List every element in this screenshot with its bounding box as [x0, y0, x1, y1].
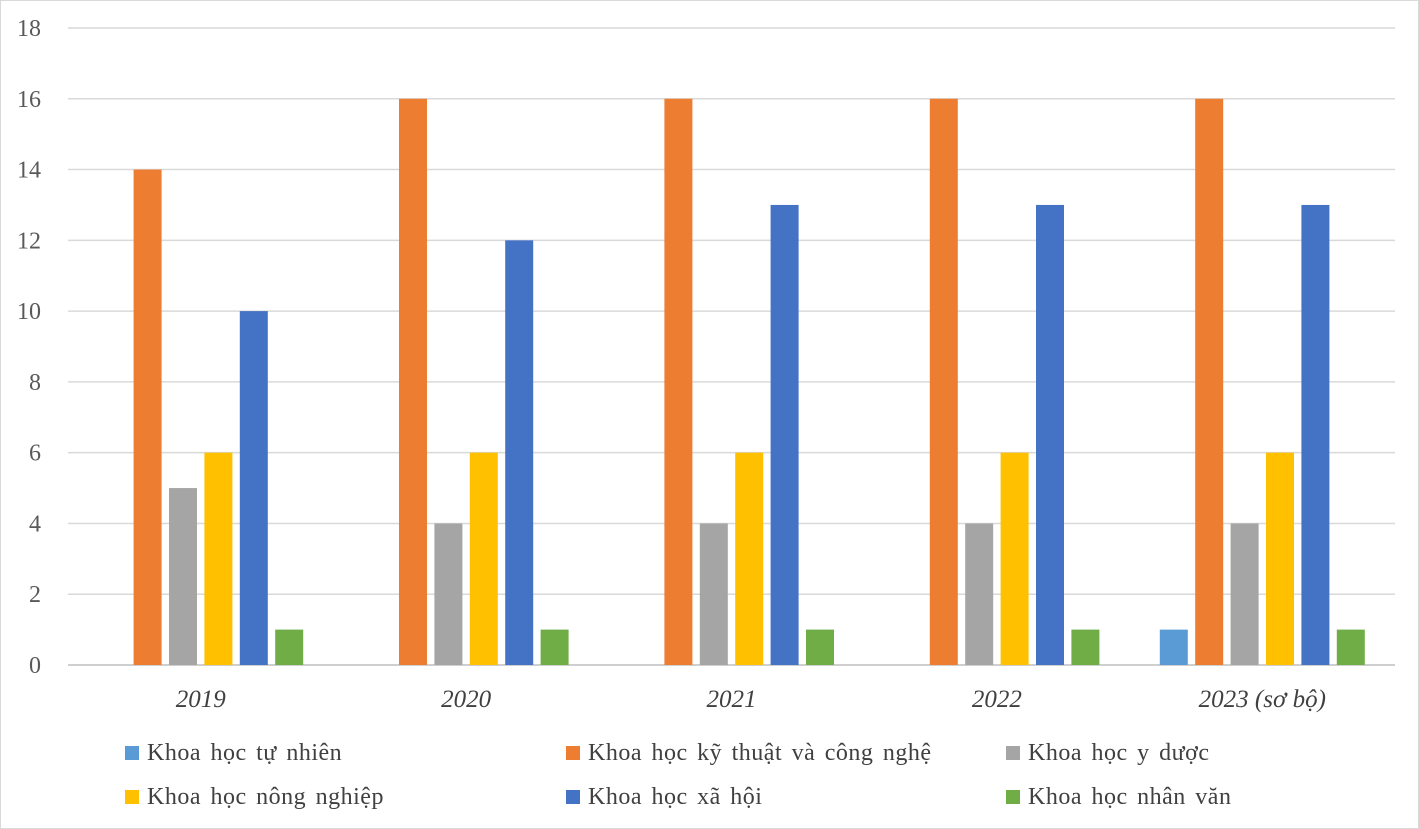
legend-swatch — [125, 790, 139, 804]
y-tick-label: 10 — [17, 299, 41, 325]
legend-label: Khoa học nông nghiệp — [147, 783, 384, 810]
legend-label: Khoa học nhân văn — [1028, 783, 1232, 810]
legend-label: Khoa học kỹ thuật và công nghệ — [588, 739, 932, 766]
legend: Khoa học tự nhiên Khoa học kỹ thuật và cô… — [1, 729, 1418, 825]
y-axis: 0 2 4 6 8 10 12 14 16 18 — [17, 16, 41, 679]
legend-item: Khoa học nông nghiệp — [125, 780, 384, 814]
legend-swatch — [1006, 746, 1020, 760]
legend-item: Khoa học kỹ thuật và công nghệ — [566, 736, 932, 770]
legend-label: Khoa học xã hội — [588, 783, 763, 810]
y-tick-label: 4 — [29, 511, 41, 537]
bar — [735, 452, 764, 665]
x-tick-label: 2021 — [707, 686, 757, 713]
y-tick-label: 2 — [29, 582, 41, 608]
legend-item: Khoa học nhân văn — [1006, 780, 1231, 814]
y-tick-label: 14 — [17, 158, 41, 184]
bar — [1195, 98, 1224, 665]
bar — [699, 523, 728, 665]
bar — [965, 523, 994, 665]
legend-item: Khoa học tự nhiên — [125, 736, 342, 770]
bar — [399, 98, 427, 665]
legend-swatch — [1006, 790, 1020, 804]
legend-label: Khoa học tự nhiên — [147, 739, 343, 766]
bar — [1266, 452, 1294, 665]
x-tick-label: 2019 — [176, 686, 227, 713]
bar — [434, 523, 463, 665]
x-axis: 2019 2020 2021 2022 2023 (sơ bộ) — [176, 686, 1326, 713]
bar — [239, 311, 268, 665]
bar — [169, 488, 197, 665]
bar — [770, 204, 799, 665]
legend-item: Khoa học xã hội — [566, 780, 762, 814]
y-tick-label: 0 — [29, 653, 41, 679]
bar-chart: 0 2 4 6 8 10 12 14 16 18 2019 2020 2021 2022 2023 (sơ… — [17, 16, 1395, 713]
bar — [275, 629, 304, 665]
bar — [1336, 629, 1365, 665]
legend-swatch — [125, 746, 139, 760]
bar — [1036, 204, 1064, 665]
bar — [505, 240, 534, 665]
bar — [1301, 204, 1330, 665]
bars — [133, 98, 1365, 665]
x-tick-label: 2022 — [972, 686, 1022, 713]
bar — [133, 169, 162, 665]
y-tick-label: 12 — [17, 228, 41, 254]
x-tick-label: 2020 — [441, 686, 492, 713]
y-tick-label: 16 — [17, 87, 41, 113]
legend-label: Khoa học y dược — [1028, 739, 1210, 766]
x-tick-label: 2023 (sơ bộ) — [1199, 686, 1326, 713]
bar — [469, 452, 498, 665]
y-tick-label: 8 — [29, 370, 41, 396]
bar — [1230, 523, 1259, 665]
bar — [540, 629, 569, 665]
gridlines — [68, 27, 1395, 666]
bar — [1159, 629, 1188, 665]
bar — [1071, 629, 1100, 665]
bar — [806, 629, 834, 665]
bar — [1000, 452, 1029, 665]
legend-swatch — [566, 746, 580, 760]
legend-item: Khoa học y dược — [1006, 736, 1210, 770]
legend-swatch — [566, 790, 580, 804]
y-tick-label: 6 — [29, 441, 41, 467]
bar — [204, 452, 233, 665]
y-tick-label: 18 — [17, 16, 41, 42]
bar — [929, 98, 958, 665]
bar — [664, 98, 693, 665]
